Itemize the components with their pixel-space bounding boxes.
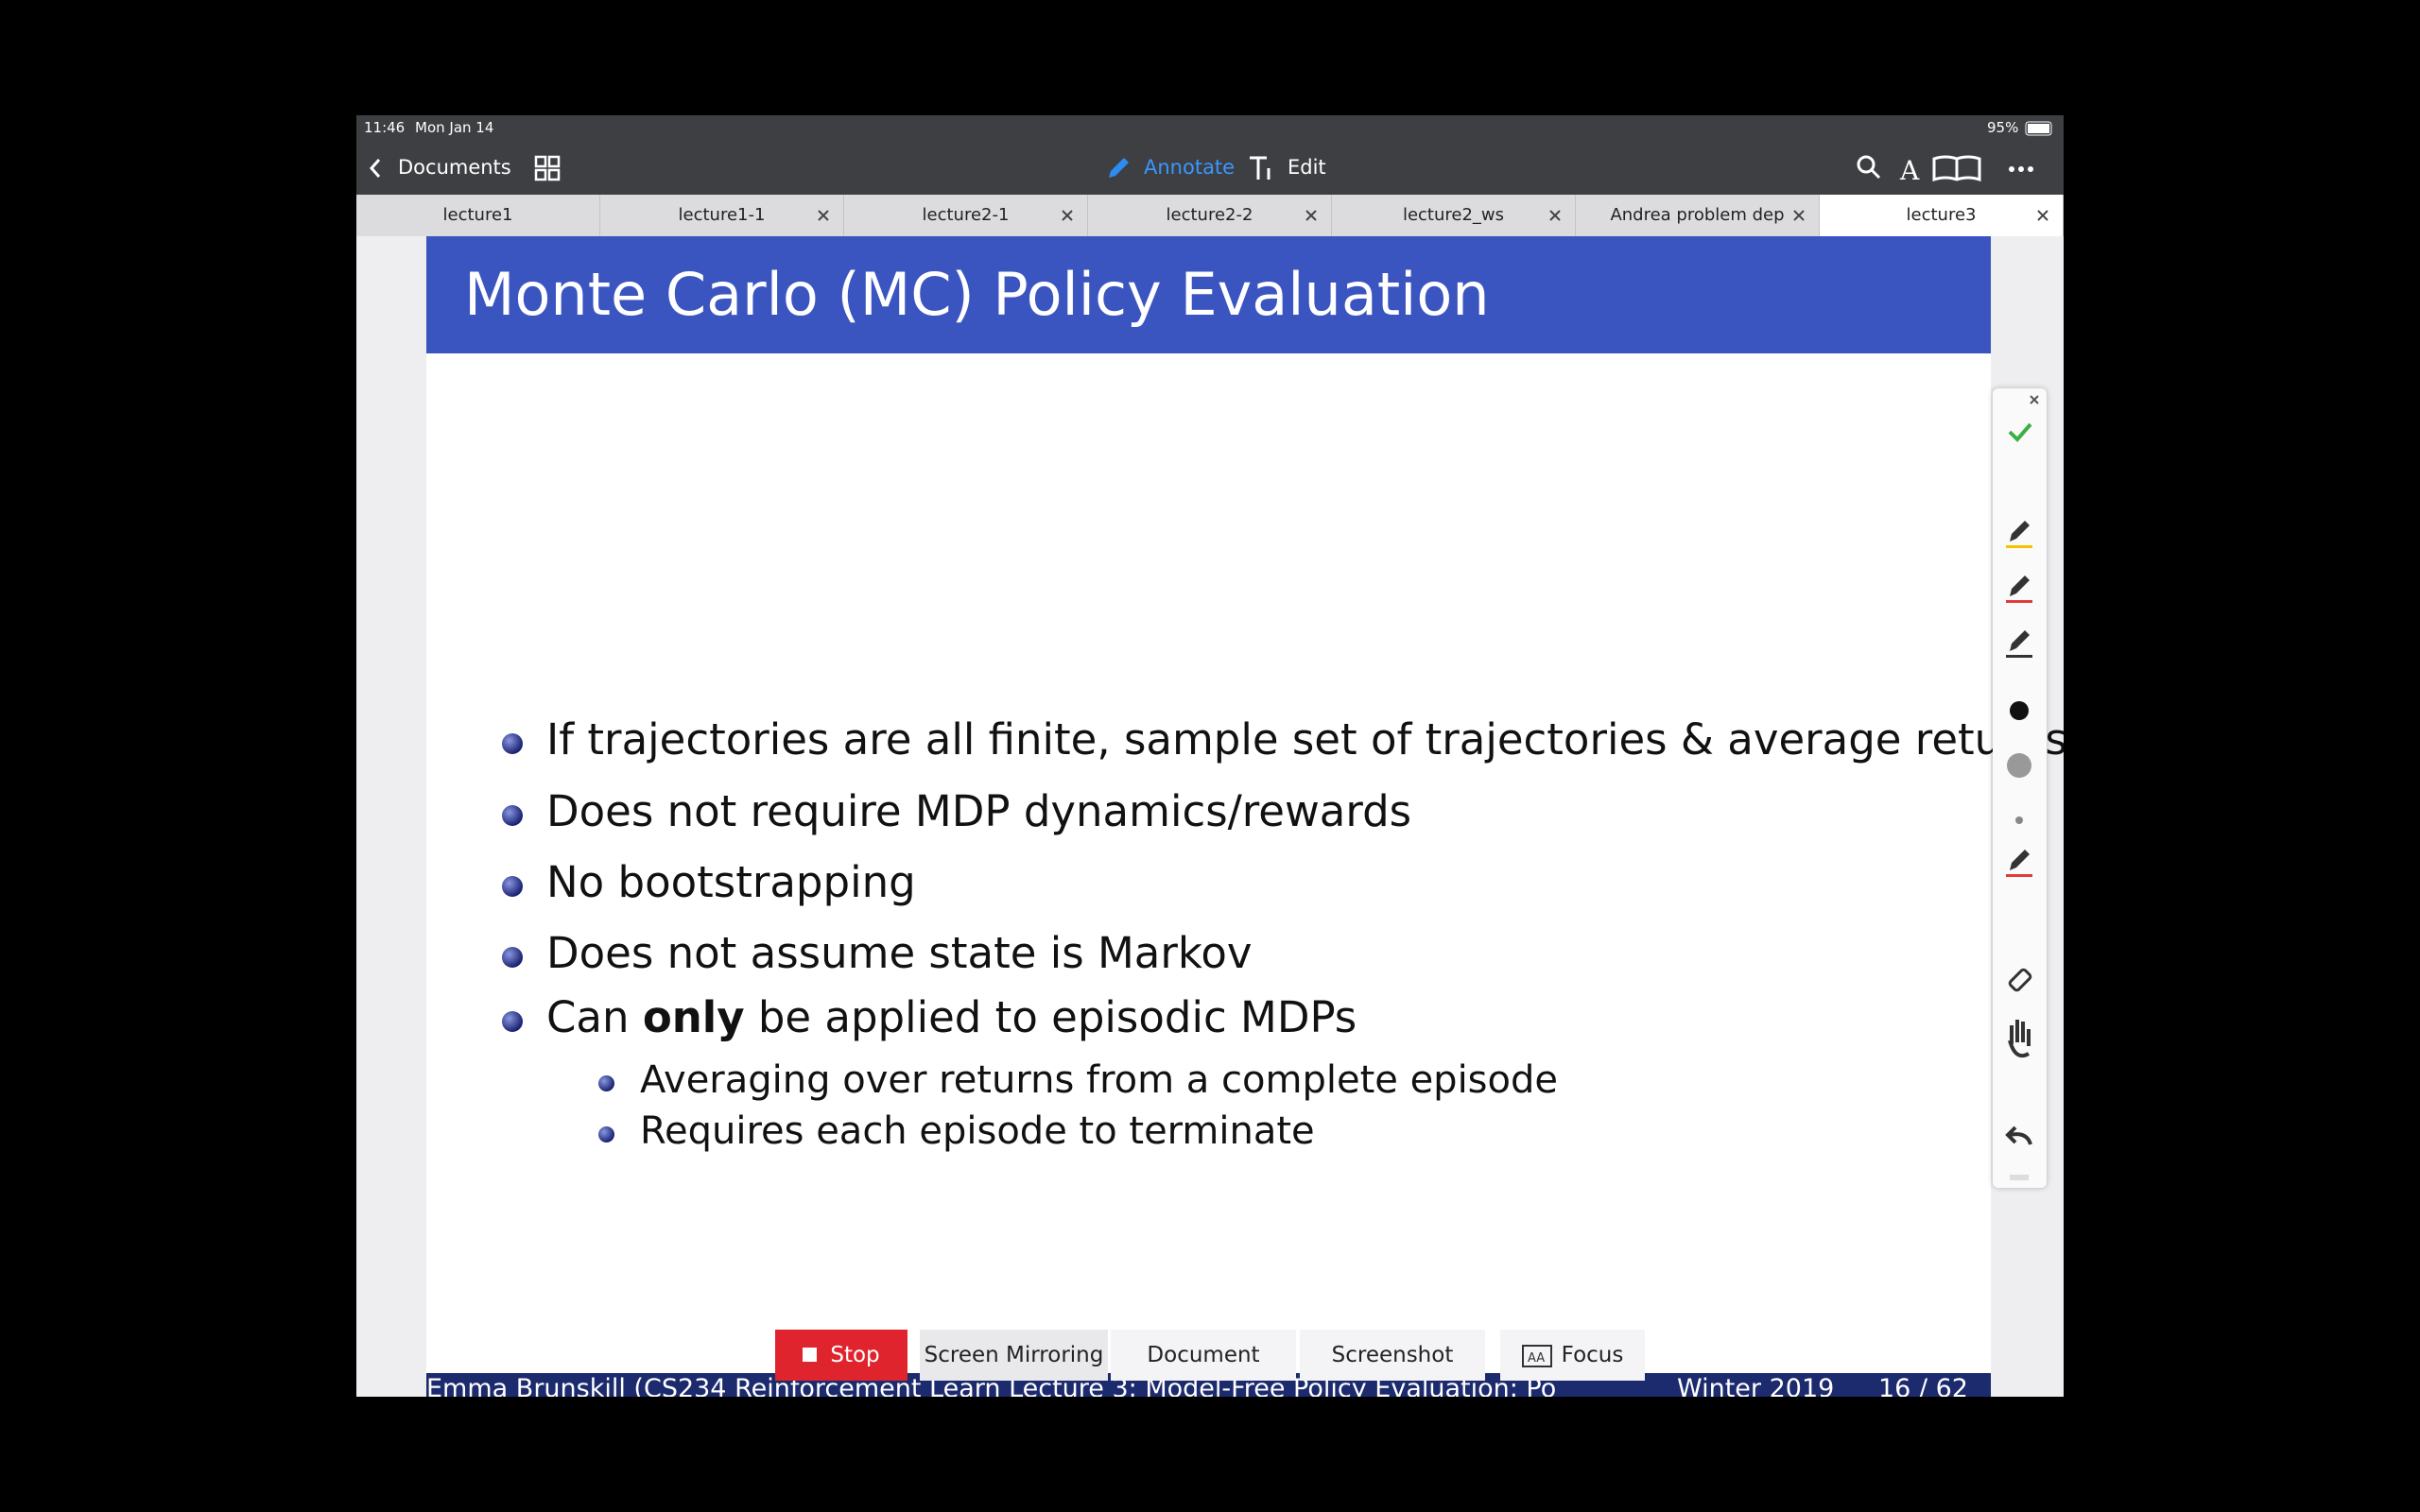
bullet-dot bbox=[502, 947, 523, 968]
tab-label: lecture2-1 bbox=[922, 205, 1010, 225]
tab[interactable]: lecture2-2 bbox=[1088, 195, 1332, 236]
bullet: If trajectories are all finite, sample s… bbox=[546, 714, 2064, 765]
stop-button[interactable]: Stop bbox=[775, 1330, 908, 1381]
status-bar: 11:46 Mon Jan 14 95% bbox=[356, 115, 2064, 142]
tab-close[interactable] bbox=[817, 209, 830, 222]
tab-close[interactable] bbox=[1305, 209, 1318, 222]
date: Mon Jan 14 bbox=[415, 119, 494, 136]
tab-label: lecture1-1 bbox=[678, 205, 766, 225]
tab-close[interactable] bbox=[1061, 209, 1074, 222]
grid-icon[interactable] bbox=[534, 155, 561, 181]
right-icons[interactable]: A bbox=[1855, 153, 2044, 183]
tab-label: Andrea problem dep bbox=[1610, 205, 1785, 225]
edit-button[interactable]: Edit bbox=[1288, 156, 1326, 179]
pencil-icon[interactable] bbox=[1105, 155, 1132, 181]
bullet-text: be applied to episodic MDPs bbox=[744, 992, 1357, 1042]
svg-text:AA: AA bbox=[1528, 1351, 1545, 1366]
sub-bullet-dot bbox=[598, 1075, 614, 1091]
stop-label: Stop bbox=[830, 1343, 880, 1367]
back-icon[interactable] bbox=[368, 157, 383, 180]
battery-icon bbox=[2025, 121, 2052, 136]
slide-title: Monte Carlo (MC) Policy Evaluation bbox=[426, 236, 1991, 353]
footer-page: 16 / 62 bbox=[1878, 1374, 1968, 1397]
tab[interactable]: lecture1 bbox=[356, 195, 600, 236]
bullet-dot bbox=[502, 733, 523, 754]
bullet-text: If trajectories are all finite, sample s… bbox=[546, 714, 2064, 765]
screenshot-button[interactable]: Screenshot bbox=[1300, 1330, 1485, 1381]
back-button[interactable]: Documents bbox=[398, 156, 511, 179]
tab-close[interactable] bbox=[1792, 209, 1806, 222]
bullet: No bootstrapping bbox=[546, 857, 916, 907]
bullet: Can only be applied to episodic MDPs bbox=[546, 992, 1357, 1042]
tab[interactable]: lecture3 bbox=[1820, 195, 2064, 236]
focus-button[interactable]: AA Focus bbox=[1500, 1330, 1645, 1381]
slide: Monte Carlo (MC) Policy Evaluation Emma … bbox=[426, 236, 2064, 1397]
bullet: Does not assume state is Markov bbox=[546, 928, 1253, 978]
text-icon[interactable] bbox=[1248, 155, 1274, 181]
bullet-dot bbox=[502, 876, 523, 897]
svg-text:A: A bbox=[1899, 155, 1920, 183]
bullet-text: only bbox=[642, 992, 745, 1042]
toolbar: Documents Annotate Edit A bbox=[356, 142, 2064, 195]
bullet-dot bbox=[502, 1011, 523, 1032]
document-button[interactable]: Document bbox=[1111, 1330, 1296, 1381]
mirroring-button[interactable]: Screen Mirroring bbox=[920, 1330, 1108, 1381]
tab[interactable]: lecture2_ws bbox=[1332, 195, 1576, 236]
screen: 11:46 Mon Jan 14 95% Documents Annotate … bbox=[356, 115, 2064, 1397]
tab-label: lecture2_ws bbox=[1402, 205, 1505, 225]
focus-label: Focus bbox=[1561, 1343, 1624, 1367]
time: 11:46 bbox=[364, 119, 406, 136]
footer-date: Winter 2019 bbox=[1677, 1374, 1835, 1397]
palette-icons[interactable] bbox=[1993, 388, 2047, 1188]
tab[interactable]: lecture1-1 bbox=[600, 195, 844, 236]
bullet-text: Does not assume state is Markov bbox=[546, 928, 1253, 978]
sub-bullet-dot bbox=[598, 1126, 614, 1143]
sub-bullet: Averaging over returns from a complete e… bbox=[640, 1058, 1558, 1102]
tab-label: lecture1 bbox=[442, 205, 513, 225]
tab-close[interactable] bbox=[2036, 209, 2049, 222]
annotate-button[interactable]: Annotate bbox=[1144, 156, 1236, 179]
bullet: Does not require MDP dynamics/rewards bbox=[546, 786, 1411, 836]
tab-close[interactable] bbox=[1548, 209, 1562, 222]
tab[interactable]: lecture2-1 bbox=[844, 195, 1088, 236]
bullet-text: No bootstrapping bbox=[546, 857, 916, 907]
bullet-text: Does not require MDP dynamics/rewards bbox=[546, 786, 1412, 836]
bullet-text: Can bbox=[546, 992, 643, 1042]
bullet-dot bbox=[502, 805, 523, 826]
annotation-palette bbox=[1993, 388, 2047, 1188]
tab-label: lecture3 bbox=[1906, 205, 1977, 225]
tab-bar: lecture1 lecture1-1 lecture2-1 lecture2-2 le… bbox=[356, 195, 2064, 236]
tab-label: lecture2-2 bbox=[1166, 205, 1253, 225]
sub-bullet: Requires each episode to terminate bbox=[640, 1109, 1315, 1153]
tab[interactable]: Andrea problem dep bbox=[1576, 195, 1820, 236]
battery-level: 95% bbox=[1987, 119, 2019, 136]
